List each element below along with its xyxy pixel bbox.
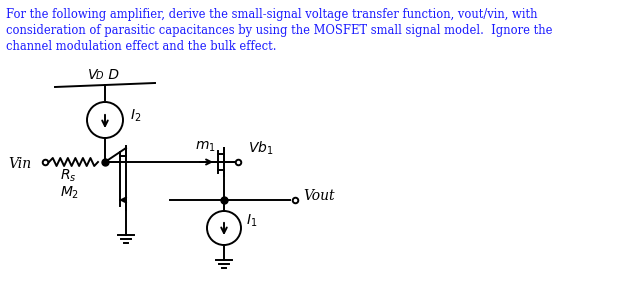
- Text: consideration of parasitic capacitances by using the MOSFET small signal model. : consideration of parasitic capacitances …: [6, 24, 552, 37]
- Text: For the following amplifier, derive the small-signal voltage transfer function, : For the following amplifier, derive the …: [6, 8, 538, 21]
- Text: $I_1$: $I_1$: [246, 213, 257, 229]
- Text: $m_1$: $m_1$: [195, 140, 216, 154]
- Text: V: V: [88, 68, 97, 82]
- Text: $M_2$: $M_2$: [60, 185, 79, 201]
- Text: $R_s$: $R_s$: [60, 168, 77, 184]
- Text: D: D: [104, 68, 119, 82]
- Text: D: D: [96, 71, 104, 81]
- Text: $I_2$: $I_2$: [130, 108, 142, 124]
- Text: $Vb_1$: $Vb_1$: [248, 140, 274, 157]
- Text: Vout: Vout: [303, 189, 335, 203]
- Text: channel modulation effect and the bulk effect.: channel modulation effect and the bulk e…: [6, 40, 277, 53]
- Text: Vin: Vin: [8, 157, 31, 171]
